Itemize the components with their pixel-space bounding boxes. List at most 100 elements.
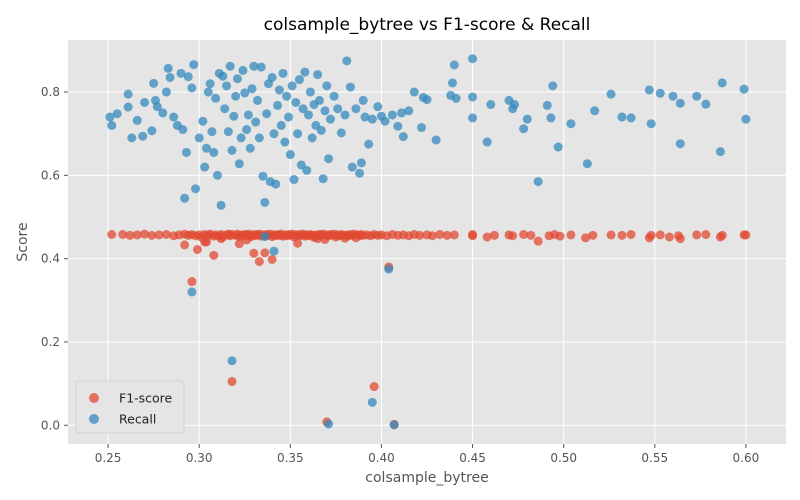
recall-point [486, 100, 496, 110]
f1-score-point [533, 236, 543, 246]
recall-point [393, 121, 403, 131]
recall-point [298, 104, 308, 114]
recall-point [396, 108, 406, 118]
recall-point [254, 133, 264, 143]
f1-score-point [617, 230, 627, 240]
f1-score-point [201, 237, 211, 247]
recall-point [200, 162, 210, 172]
recall-point [216, 200, 226, 210]
recall-point [225, 61, 235, 71]
f1-score-point [626, 230, 636, 240]
recall-point [240, 88, 250, 98]
recall-point [553, 142, 563, 152]
x-tick-label: 0.60 [733, 451, 760, 465]
recall-point [262, 109, 272, 119]
f1-score-point [107, 230, 117, 240]
recall-point [302, 165, 312, 175]
recall-point [105, 112, 115, 122]
recall-point [232, 74, 242, 84]
legend-label-recall: Recall [119, 412, 156, 427]
recall-point [138, 131, 148, 141]
recall-point [140, 97, 150, 107]
f1-score-point [227, 377, 237, 387]
recall-point [107, 120, 117, 130]
recall-point [325, 114, 335, 124]
f1-score-point [249, 248, 259, 258]
legend-box [75, 380, 185, 434]
recall-point [203, 87, 213, 97]
recall-point [212, 170, 222, 180]
gridlines [68, 40, 786, 444]
f1-score-point [187, 277, 197, 287]
recall-point [316, 125, 326, 135]
recall-point [256, 62, 266, 72]
recall-point [389, 420, 399, 430]
recall-point [269, 129, 279, 139]
recall-point [149, 78, 159, 88]
recall-point [127, 133, 137, 143]
recall-point [291, 97, 301, 107]
f1-score-point [519, 230, 529, 240]
recall-point [198, 116, 208, 126]
x-tick-label: 0.45 [459, 451, 486, 465]
x-tick-label: 0.25 [95, 451, 122, 465]
recall-point [236, 133, 246, 143]
recall-point [243, 110, 253, 120]
f1-score-point [118, 230, 128, 240]
recall-point [701, 99, 711, 109]
recall-point [356, 158, 366, 168]
recall-point [273, 100, 283, 110]
recall-point [181, 147, 191, 157]
f1-score-point [267, 254, 277, 264]
y-tick-label: 0.4 [41, 252, 60, 266]
f1-score-point [209, 250, 219, 260]
recall-point [384, 264, 394, 274]
recall-point [220, 104, 230, 114]
recall-point [655, 88, 665, 98]
recall-point [227, 356, 237, 366]
recall-point [238, 65, 248, 75]
f1-score-point [192, 244, 202, 254]
recall-point [242, 125, 252, 135]
recall-point [218, 71, 228, 81]
x-tick-label: 0.55 [641, 451, 668, 465]
recall-point [741, 114, 751, 124]
recall-point [231, 91, 241, 101]
f1-score-point [606, 230, 616, 240]
f1-score-point [216, 234, 226, 244]
recall-point [201, 143, 211, 153]
recall-point [287, 81, 297, 91]
recall-point [247, 84, 257, 94]
recall-point [227, 145, 237, 155]
f1-score-point [588, 230, 598, 240]
f1-score-point [132, 230, 142, 240]
recall-point [274, 85, 284, 95]
y-axis-label: Score [15, 222, 31, 261]
recall-point [253, 95, 263, 105]
x-tick-label: 0.35 [277, 451, 304, 465]
recall-point [300, 67, 310, 77]
f1-score-point [741, 230, 751, 240]
recall-point [320, 106, 330, 116]
recall-point [468, 92, 478, 102]
recall-point [147, 126, 157, 136]
recall-point [692, 91, 702, 101]
recall-point [519, 124, 529, 134]
recall-point [626, 113, 636, 123]
legend-marker-f1 [89, 393, 99, 403]
recall-point [207, 127, 217, 137]
recall-point [409, 87, 419, 97]
recall-point [189, 60, 199, 70]
recall-point [324, 154, 334, 164]
recall-point [358, 95, 368, 105]
recall-point [176, 68, 186, 78]
recall-point [282, 91, 292, 101]
recall-point [222, 81, 232, 91]
series-f1-score [107, 229, 751, 429]
recall-point [644, 85, 654, 95]
f1-score-point [655, 230, 665, 240]
recall-point [345, 82, 355, 92]
recall-point [258, 171, 268, 181]
recall-point [417, 122, 427, 132]
x-axis-label: colsample_bytree [365, 470, 488, 486]
